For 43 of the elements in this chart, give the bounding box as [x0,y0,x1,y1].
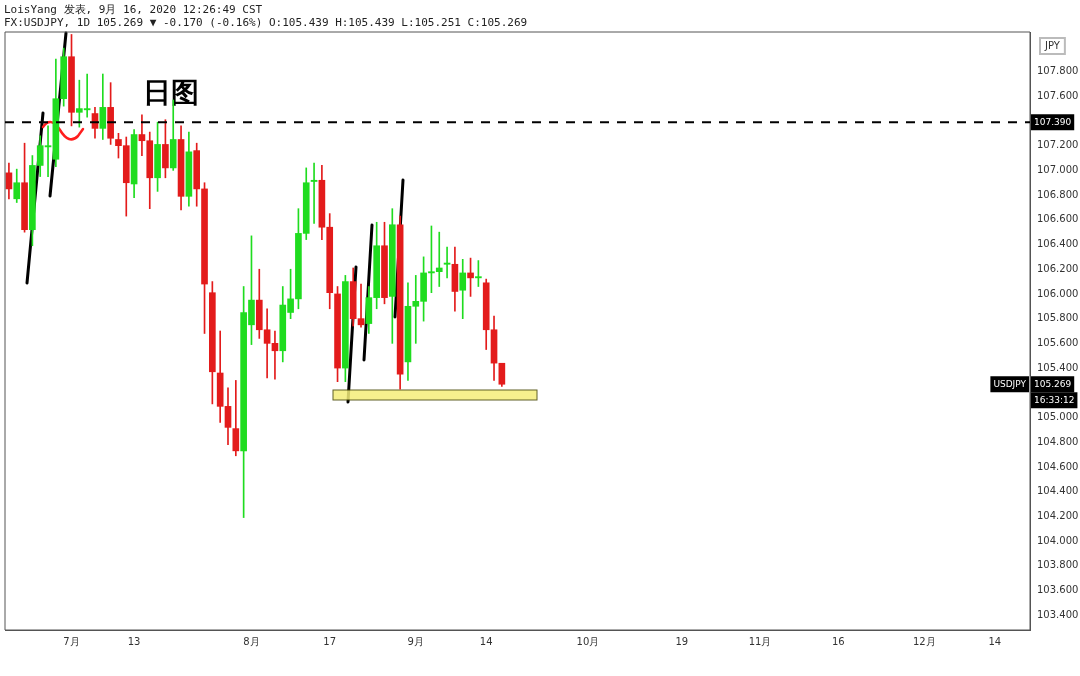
annotation: USDJPY [993,378,1027,389]
x-tick-label: 17 [323,635,337,647]
x-tick-label: 14 [988,635,1002,647]
x-tick-label: 14 [479,635,493,647]
y-tick-label: 103.800 [1037,559,1079,571]
y-tick-label: 103.400 [1037,608,1079,620]
chart-subtitle: FX:USDJPY, 1D 105.269 ▼ -0.170 (-0.16%) O:105.439 H:105.439 L:105.251 C:105.269 [4,16,528,29]
y-tick-label: 105.600 [1037,336,1079,348]
x-tick-label: 11月 [748,635,772,647]
y-tick-label: 106.000 [1037,287,1079,299]
y-tick-label: 104.600 [1037,460,1079,472]
y-tick-label: 106.800 [1037,188,1079,200]
x-tick-label: 8月 [243,635,260,647]
y-tick-label: 105.000 [1037,411,1079,423]
y-tick-label: 104.200 [1037,509,1079,521]
y-tick-label: 106.200 [1037,262,1079,274]
chart-title: LoisYang 发表, 9月 16, 2020 12:26:49 CST [4,2,263,17]
y-tick-label: 107.200 [1037,139,1079,151]
x-tick-label: 12月 [913,635,936,647]
y-tick-label: 107.600 [1037,89,1079,101]
y-tick-label: 104.400 [1037,485,1079,497]
annotation: 日图 [143,76,199,109]
x-tick-label: 16 [831,635,845,647]
y-tick-label: 106.600 [1037,213,1079,225]
text: 16:33:12 [1034,394,1075,405]
y-tick-label: 104.800 [1037,435,1079,447]
y-tick-label: 104.000 [1037,534,1079,546]
y-axis-title: JPY [1044,39,1061,51]
text: 105.269 [1034,378,1072,389]
x-tick-label: 10月 [576,635,600,647]
y-tick-label: 105.800 [1037,312,1079,324]
x-tick-label: 9月 [407,635,424,647]
y-tick-label: 105.400 [1037,361,1079,373]
y-tick-label: 106.400 [1037,238,1079,250]
ref-line-label: 107.390 [1034,116,1072,127]
candlestick [310,162,318,224]
candlestick [443,246,451,279]
y-tick-label: 107.000 [1037,163,1079,175]
y-tick-label: 107.800 [1037,65,1079,77]
x-tick-label: 13 [127,635,141,647]
x-tick-label: 7月 [63,635,80,647]
x-tick-label: 19 [675,635,689,647]
y-tick-label: 103.600 [1037,584,1079,596]
